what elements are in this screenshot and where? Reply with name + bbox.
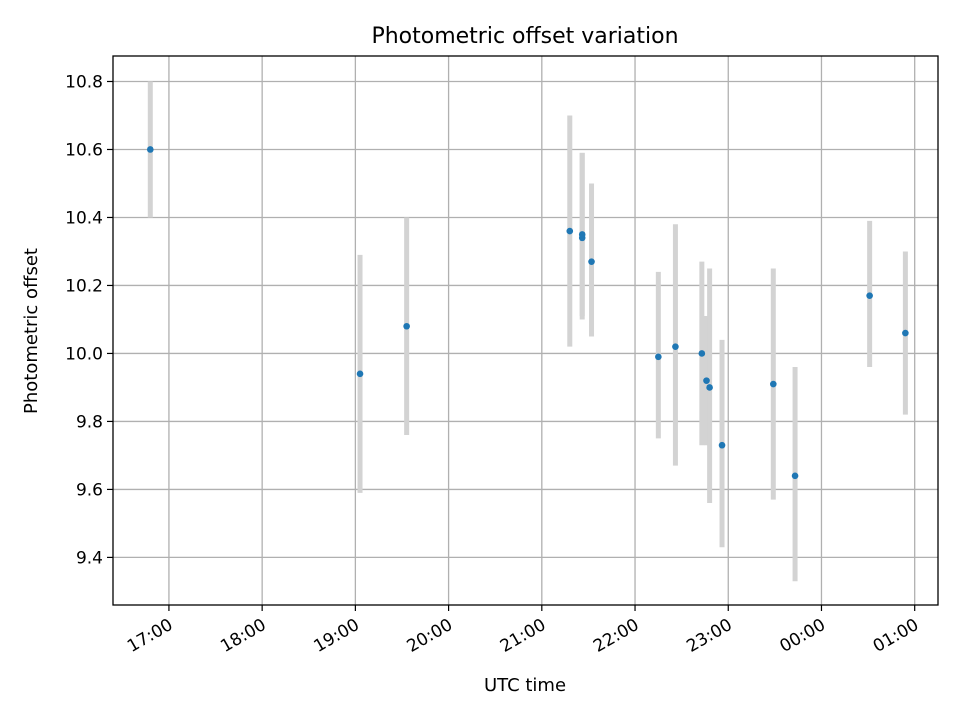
data-point [588,258,595,265]
y-tick-label: 9.6 [76,480,103,500]
y-tick-label: 10.4 [65,208,103,228]
grid [113,56,938,605]
data-point [703,377,710,384]
x-tick-label: 22:00 [590,615,642,657]
data-point [672,343,679,350]
data-point [655,353,662,361]
x-tick-label: 21:00 [497,615,549,657]
x-tick-label: 20:00 [404,615,456,657]
x-tick-label: 00:00 [777,615,829,657]
data-point [356,370,364,378]
error-bars [147,81,908,582]
data-point [403,322,410,330]
y-tick-label: 10.0 [65,344,103,364]
y-tick-label: 9.8 [76,412,103,432]
data-point [566,227,574,235]
x-tick-label: 17:00 [124,615,176,657]
data-point [770,380,777,388]
y-tick-label: 10.6 [65,140,103,160]
x-tick-label: 18:00 [217,615,269,657]
data-point [578,231,586,238]
data-point [791,472,799,480]
data-point [902,329,909,337]
plot-frame [112,55,939,606]
x-axis-ticks: 17:00 18:00 19:00 20:00 21:00 22:00 23:00 00:00… [124,605,922,657]
data-point [146,146,154,153]
x-tick-label: 01:00 [870,615,922,657]
chart-title: Photometric offset variation [371,24,678,49]
y-tick-label: 9.4 [76,548,103,568]
data-point [706,384,713,391]
y-axis-ticks: 9.4 9.6 9.8 10.0 10.2 10.4 10.6 10.8 [65,72,113,568]
data-point [698,350,706,357]
y-tick-label: 10.2 [65,276,103,296]
data-point [866,292,873,299]
x-tick-label: 19:00 [310,615,362,657]
y-axis-label: Photometric offset [21,248,42,414]
y-tick-label: 10.8 [65,72,103,92]
x-tick-label: 23:00 [683,615,735,657]
x-axis-label: UTC time [484,675,566,696]
data-point [718,441,726,449]
data-points [146,146,909,480]
